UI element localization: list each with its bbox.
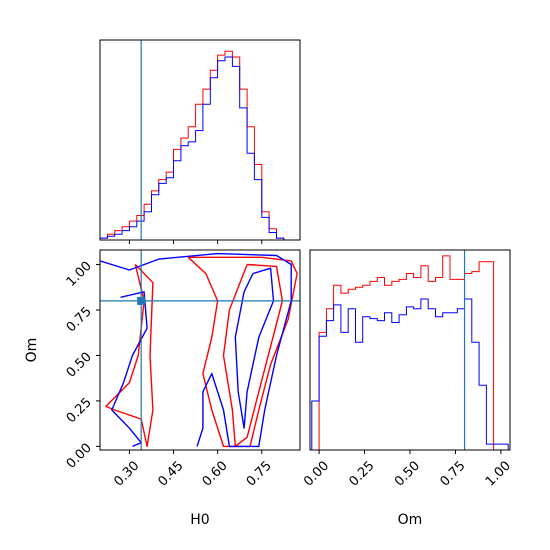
h0-histogram-series (99, 50, 292, 241)
joint-contours (100, 252, 298, 448)
truth-point-marker (137, 296, 146, 305)
joint-frame (99, 249, 301, 451)
h0-marginal-panel (99, 39, 301, 244)
om-hist-blue (311, 298, 509, 450)
om-x-axis-label: Om (398, 512, 423, 528)
h0-marginal-frame (99, 39, 301, 241)
om-histogram-series (311, 255, 509, 451)
joint-truth-lines (100, 250, 300, 450)
joint-panel: 0.30 0.45 0.60 0.75 0.000.250.500.751.00 H0… (24, 249, 301, 528)
joint-y-axis-label: Om (24, 338, 40, 363)
contour-red-2 (105, 264, 154, 448)
h0-hist-blue (99, 56, 292, 241)
contour-blue-5 (234, 267, 275, 429)
contour-red-1 (222, 263, 284, 448)
joint-x-axis-label: H0 (190, 512, 209, 528)
contour-blue-3 (100, 252, 292, 448)
h0-marginal-ticks (128, 240, 263, 244)
h0-hist-red (99, 50, 292, 241)
om-hist-red (311, 255, 509, 451)
